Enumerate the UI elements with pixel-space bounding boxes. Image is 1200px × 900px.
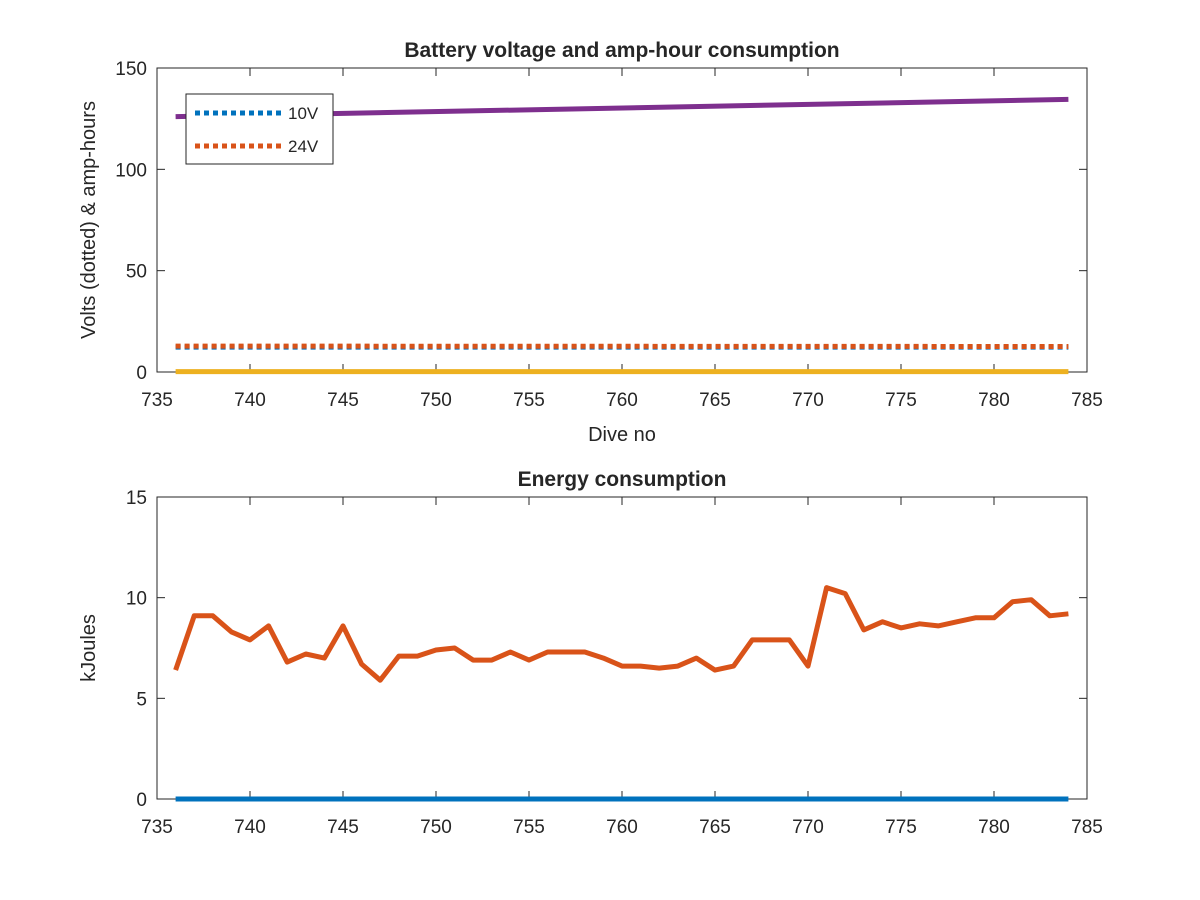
series-line-0: [173, 585, 1069, 683]
y-tick-label: 150: [115, 59, 147, 80]
y-tick-label: 0: [136, 363, 147, 384]
x-tick-label: 760: [606, 390, 638, 411]
x-tick-label: 735: [141, 390, 173, 411]
y-tick-label: 5: [136, 689, 147, 710]
x-tick-label: 735: [141, 817, 173, 838]
chart-title: Energy consumption: [518, 468, 727, 491]
x-tick-label: 740: [234, 390, 266, 411]
x-tick-label: 750: [420, 817, 452, 838]
x-tick-label: 775: [885, 390, 917, 411]
legend-box: [185, 93, 334, 165]
axes-box: [156, 496, 1088, 800]
x-tick-label: 780: [978, 817, 1010, 838]
x-tick-label: 755: [513, 390, 545, 411]
y-tick-label: 15: [126, 488, 147, 509]
x-tick-label: 760: [606, 817, 638, 838]
chart-title: Battery voltage and amp-hour consumption: [404, 39, 839, 62]
chart-battery: 735 740 745 750 755 760 765 770 775 780 785 0 50 100 1…: [78, 39, 1103, 446]
y-tick-label: 10: [126, 589, 147, 610]
y-tick-label: 100: [115, 160, 147, 181]
x-tick-label: 750: [420, 390, 452, 411]
x-tick-label: 780: [978, 390, 1010, 411]
x-tick-label: 745: [327, 390, 359, 411]
legend-label: 24V: [288, 137, 319, 156]
x-tick-label: 770: [792, 390, 824, 411]
legend-label: 10V: [288, 104, 319, 123]
x-tick-label: 785: [1071, 817, 1103, 838]
y-axis-label: Volts (dotted) & amp-hours: [78, 101, 100, 339]
x-tick-label: 745: [327, 817, 359, 838]
y-axis-label: kJoules: [78, 614, 100, 682]
x-tick-label: 775: [885, 817, 917, 838]
y-tick-label: 50: [126, 262, 147, 283]
x-tick-label: 785: [1071, 390, 1103, 411]
chart-energy: 735 740 745 750 755 760 765 770 775 780 785 0 5 10 15 E…: [78, 468, 1103, 838]
x-tick-label: 765: [699, 817, 731, 838]
x-tick-label: 755: [513, 817, 545, 838]
x-axis-label: Dive no: [588, 424, 656, 446]
x-tick-label: 770: [792, 817, 824, 838]
x-tick-label: 765: [699, 390, 731, 411]
y-tick-label: 0: [136, 790, 147, 811]
x-tick-label: 740: [234, 817, 266, 838]
